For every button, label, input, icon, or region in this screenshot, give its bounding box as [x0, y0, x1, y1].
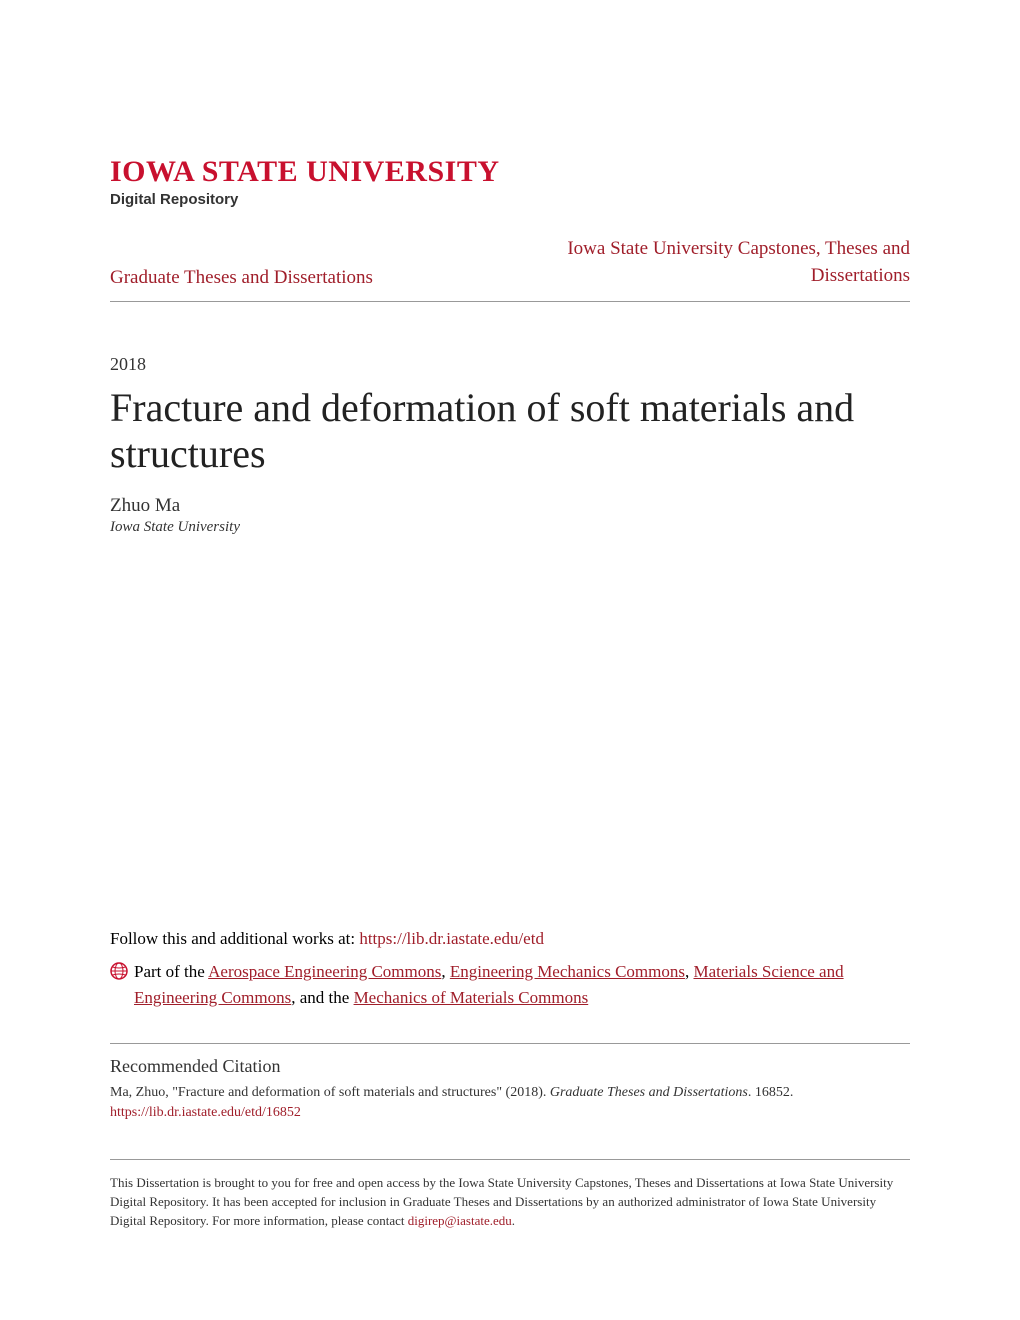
header-link-right[interactable]: Iowa State University Capstones, Theses … [520, 236, 910, 289]
footer-section: This Dissertation is brought to you for … [110, 1159, 910, 1231]
commons-line: Part of the Aerospace Engineering Common… [110, 959, 910, 1012]
follow-section: Follow this and additional works at: htt… [110, 926, 910, 1011]
header-links-bar: Graduate Theses and Dissertations Iowa S… [110, 236, 910, 302]
logo-subtitle: Digital Repository [110, 191, 910, 208]
author-affiliation: Iowa State University [110, 519, 910, 536]
logo-main-text: IOWA STATE UNIVERSITY [110, 155, 910, 189]
citation-text: Ma, Zhuo, "Fracture and deformation of s… [110, 1083, 910, 1103]
sep-0: , [441, 962, 450, 981]
commons-link-1[interactable]: Engineering Mechanics Commons [450, 962, 685, 981]
author-name: Zhuo Ma [110, 495, 910, 517]
citation-italic: Graduate Theses and Dissertations [550, 1085, 748, 1100]
follow-url-link[interactable]: https://lib.dr.iastate.edu/etd [359, 929, 544, 948]
logo-section: IOWA STATE UNIVERSITY Digital Repository [110, 155, 910, 208]
citation-link[interactable]: https://lib.dr.iastate.edu/etd/16852 [110, 1105, 301, 1120]
follow-line: Follow this and additional works at: htt… [110, 926, 910, 952]
commons-text: Part of the Aerospace Engineering Common… [134, 959, 910, 1012]
citation-section: Recommended Citation Ma, Zhuo, "Fracture… [110, 1043, 910, 1121]
citation-heading: Recommended Citation [110, 1056, 910, 1077]
citation-part2: . 16852. [748, 1085, 794, 1100]
header-link-left[interactable]: Graduate Theses and Dissertations [110, 267, 373, 289]
and-the: , and the [291, 988, 353, 1007]
footer-email-link[interactable]: digirep@iastate.edu [408, 1213, 512, 1228]
footer-text: This Dissertation is brought to you for … [110, 1174, 910, 1231]
commons-link-3[interactable]: Mechanics of Materials Commons [354, 988, 589, 1007]
paper-title: Fracture and deformation of soft materia… [110, 385, 910, 477]
commons-link-0[interactable]: Aerospace Engineering Commons [208, 962, 441, 981]
footer-part2: . [512, 1213, 515, 1228]
part-of-prefix: Part of the [134, 962, 208, 981]
page-container: IOWA STATE UNIVERSITY Digital Repository… [0, 0, 1020, 1280]
network-icon [110, 962, 128, 980]
citation-part1: Ma, Zhuo, "Fracture and deformation of s… [110, 1085, 550, 1100]
follow-intro: Follow this and additional works at: [110, 929, 359, 948]
publication-year: 2018 [110, 354, 910, 375]
